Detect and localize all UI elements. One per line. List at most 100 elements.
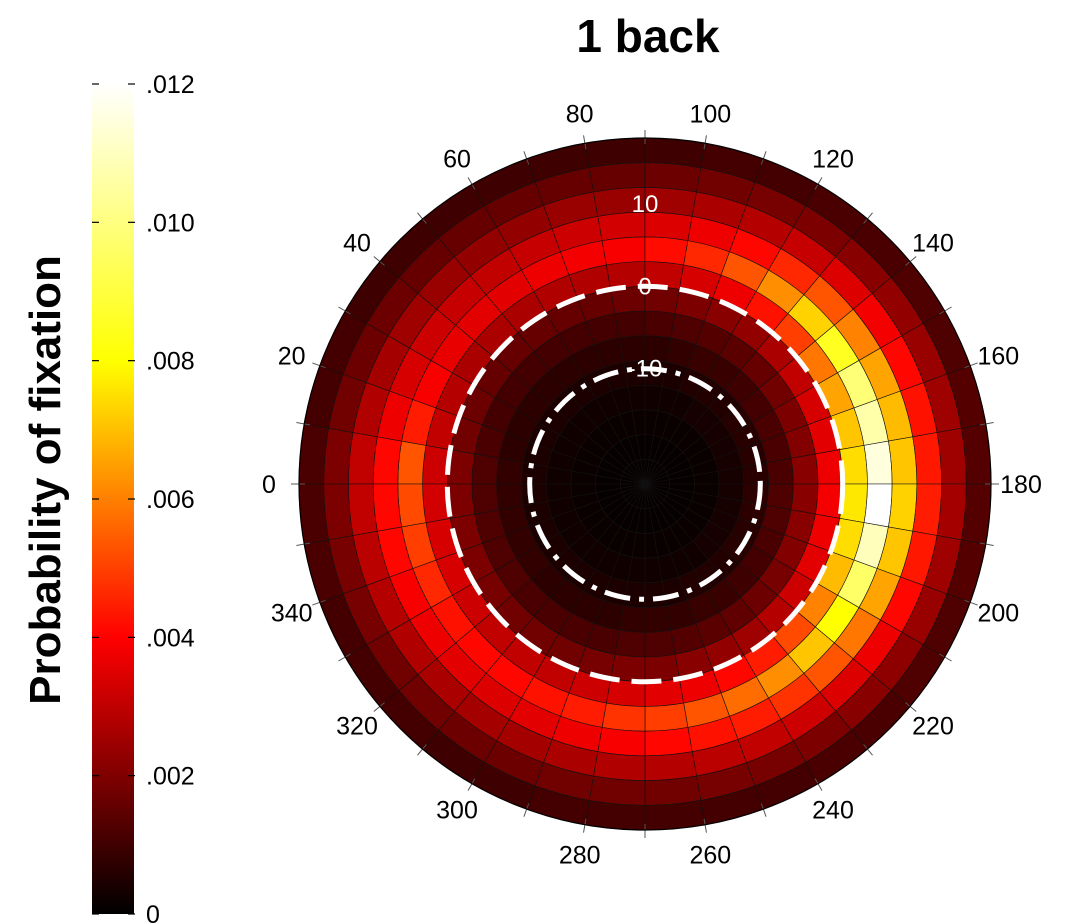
heatmap-cell [863, 440, 893, 485]
angle-tick [964, 362, 978, 369]
angle-tick [760, 151, 767, 165]
radial-label: 10 [632, 191, 659, 218]
heatmap-cell [496, 483, 524, 511]
angle-tick [979, 542, 994, 546]
colorbar-tick-label: .012 [146, 71, 195, 99]
angle-tick [939, 306, 952, 315]
heatmap-cell [471, 453, 500, 485]
heatmap-cell [936, 483, 967, 541]
angle-tick [583, 818, 587, 833]
angle-label: 220 [912, 713, 954, 741]
angle-tick [338, 306, 351, 315]
angle-label: 140 [912, 229, 954, 257]
angle-label: 100 [689, 101, 731, 129]
angle-tick [312, 599, 326, 606]
heatmap-cell [766, 457, 794, 485]
heatmap-cell [588, 162, 646, 193]
angle-label: 80 [566, 101, 594, 129]
angle-label: 260 [689, 841, 731, 869]
angle-label: 20 [278, 342, 306, 370]
heatmap-cell [644, 162, 702, 193]
heatmap-cell [815, 449, 844, 485]
angle-label: 320 [336, 713, 378, 741]
angle-label: 180 [1000, 471, 1042, 499]
angle-label: 340 [271, 600, 313, 628]
heatmap-cell [644, 727, 693, 757]
angle-tick [523, 803, 530, 817]
angle-tick [467, 177, 476, 190]
angle-tick [814, 778, 823, 791]
heatmap-cell [644, 629, 676, 658]
angle-tick [338, 653, 351, 662]
heatmap-cell [912, 432, 942, 485]
heatmap-cell [601, 236, 646, 266]
heatmap-cell [644, 775, 702, 806]
reference-circle-0 [444, 283, 846, 685]
angle-tick [296, 422, 311, 426]
angle-label: 280 [559, 841, 601, 869]
angle-tick [373, 702, 385, 712]
angle-label: 60 [443, 145, 471, 173]
angle-tick [296, 542, 311, 546]
reference-circle-minus-10 [527, 366, 763, 602]
heatmap-cell [323, 427, 354, 485]
heatmap-cell [397, 483, 427, 528]
angle-label: 240 [812, 797, 854, 825]
angle-label: 120 [812, 145, 854, 173]
radial-label: 0 [638, 273, 651, 300]
angle-tick [905, 702, 917, 712]
heatmap-cell [397, 440, 427, 485]
angle-tick [760, 803, 767, 817]
heatmap-cell [372, 483, 402, 532]
heatmap-cell [888, 436, 918, 485]
heatmap-cell [348, 483, 378, 536]
heatmap-cell [644, 310, 676, 339]
heatmap-cell [323, 483, 354, 541]
outer-boundary [298, 137, 992, 831]
angle-tick [417, 212, 427, 224]
heatmap-cell [888, 483, 918, 532]
angle-tick [905, 256, 917, 266]
heatmap-cell [644, 751, 697, 781]
heatmap-cell [614, 629, 646, 658]
heatmap-cell [348, 432, 378, 485]
angle-label: 300 [436, 797, 478, 825]
heatmap-cell [597, 727, 646, 757]
heatmap-cell [912, 483, 942, 536]
angle-tick [703, 818, 707, 833]
angle-tick [939, 653, 952, 662]
angle-label: 40 [343, 229, 371, 257]
heatmap-cell [601, 702, 646, 732]
colorbar-tick-label: .010 [146, 209, 195, 237]
colorbar-tick-label: .002 [146, 763, 195, 791]
angle-tick [373, 256, 385, 266]
angle-label: 200 [977, 600, 1019, 628]
angle-tick [964, 599, 978, 606]
colorbar-tick-label: .004 [146, 624, 195, 652]
angle-tick [417, 744, 427, 756]
chart-title: 1 back [576, 10, 720, 62]
heatmap-cell [936, 427, 967, 485]
heatmap-cell [863, 483, 893, 528]
angle-tick [312, 362, 326, 369]
angle-tick [583, 135, 587, 150]
heatmap-cell [644, 605, 672, 633]
heatmap-cell [372, 436, 402, 485]
angle-tick [863, 744, 873, 756]
angle-tick [467, 778, 476, 791]
heatmap-cell [471, 483, 500, 515]
angle-tick [979, 422, 994, 426]
angle-label: 160 [977, 342, 1019, 370]
colorbar-tick-label: .006 [146, 486, 195, 514]
angle-tick [814, 177, 823, 190]
heatmap-cell [588, 775, 646, 806]
heatmap-cell [790, 453, 819, 485]
heatmap-cell [614, 310, 646, 339]
colorbar-tick-label: .008 [146, 348, 195, 376]
angle-tick [523, 151, 530, 165]
radial-label: -10 [628, 356, 663, 383]
heatmap-cell [790, 483, 819, 515]
angle-tick [863, 212, 873, 224]
